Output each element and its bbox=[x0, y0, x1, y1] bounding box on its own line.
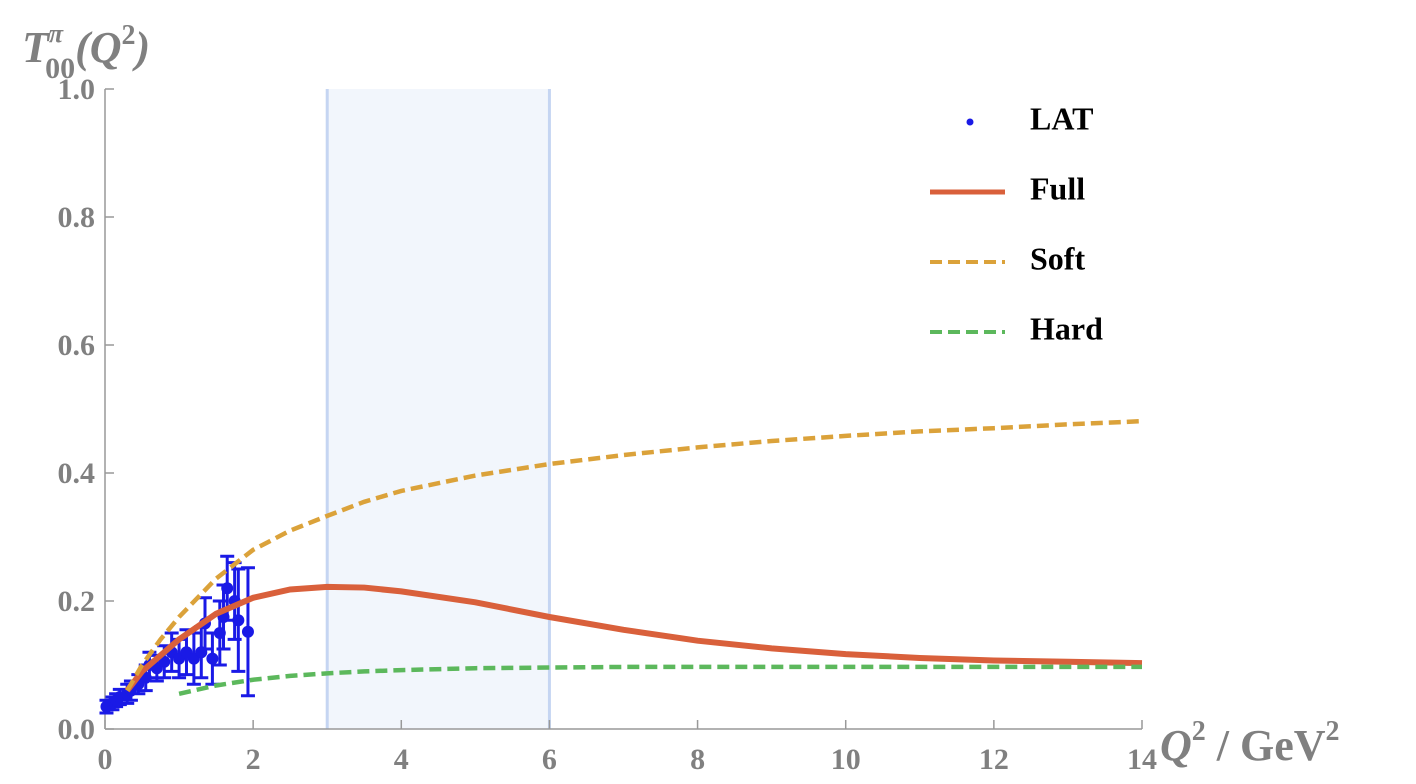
legend-label: LAT bbox=[1030, 100, 1093, 136]
x-tick-label: 6 bbox=[542, 743, 557, 776]
legend-label: Full bbox=[1030, 170, 1085, 206]
curve bbox=[178, 664, 1142, 696]
y-label-part: (Q bbox=[75, 23, 121, 72]
y-label-part: π bbox=[49, 19, 64, 48]
data-point bbox=[221, 582, 234, 595]
curve bbox=[125, 418, 1143, 692]
y-label-part: ) bbox=[132, 23, 151, 72]
x-tick-label: 10 bbox=[831, 743, 861, 776]
x-tick-label: 12 bbox=[979, 743, 1009, 776]
data-point bbox=[206, 652, 219, 665]
legend-label: Soft bbox=[1030, 240, 1085, 276]
legend-label: Hard bbox=[1030, 310, 1103, 346]
x-tick-label: 2 bbox=[246, 743, 261, 776]
highlight-band bbox=[327, 89, 550, 729]
data-point bbox=[241, 625, 254, 638]
y-tick-label: 0.6 bbox=[58, 329, 96, 362]
y-tick-label: 0.2 bbox=[58, 585, 96, 618]
x-axis-label: Q2 / GeV2 bbox=[1160, 716, 1340, 770]
y-tick-label: 0.0 bbox=[58, 713, 96, 746]
y-axis-label: Tπ 00(Q2) bbox=[22, 19, 150, 85]
legend-marker bbox=[966, 118, 974, 126]
x-label-part: Q bbox=[1160, 721, 1192, 770]
x-tick-label: 4 bbox=[394, 743, 409, 776]
data-point bbox=[232, 614, 245, 627]
x-tick-label: 14 bbox=[1127, 743, 1157, 776]
x-label-part: 2 bbox=[1192, 716, 1206, 747]
x-label-part: / GeV bbox=[1206, 721, 1326, 770]
x-tick-label: 8 bbox=[690, 743, 705, 776]
y-tick-label: 1.0 bbox=[58, 73, 96, 106]
y-label-part: T bbox=[22, 23, 51, 72]
curve bbox=[124, 583, 1143, 693]
y-label-part: 00 bbox=[45, 52, 75, 85]
y-tick-label: 0.8 bbox=[58, 201, 96, 234]
y-label-part: 2 bbox=[122, 20, 136, 51]
y-tick-label: 0.4 bbox=[58, 457, 96, 490]
data-point bbox=[158, 655, 171, 668]
x-label-part: 2 bbox=[1326, 716, 1340, 747]
x-tick-label: 0 bbox=[98, 743, 113, 776]
